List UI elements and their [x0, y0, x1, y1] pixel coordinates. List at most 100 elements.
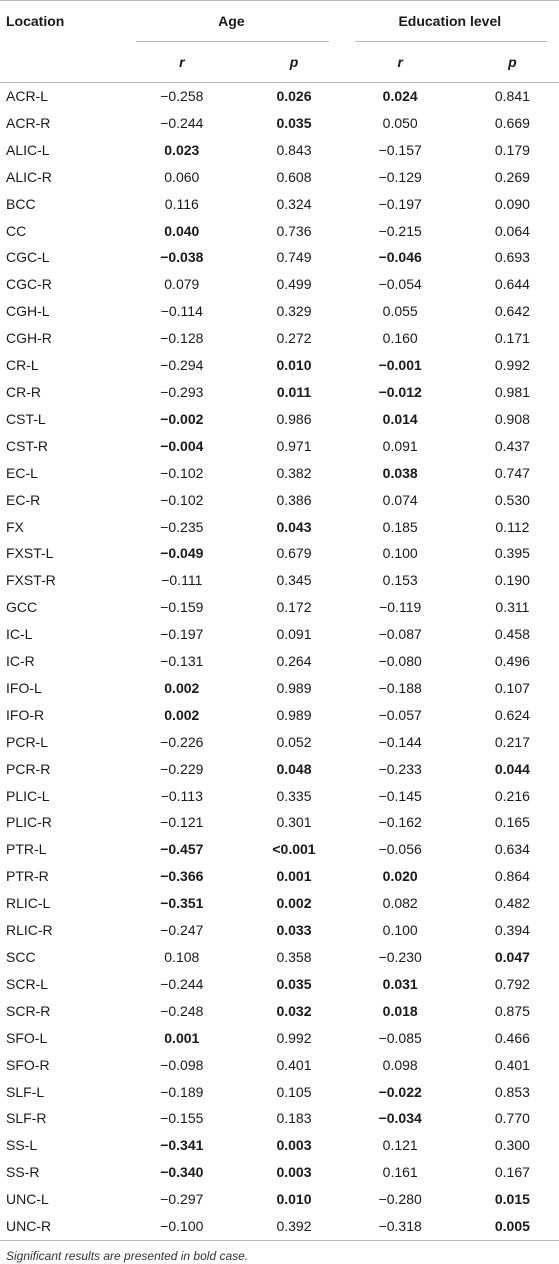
- age-r-cell: −0.229: [160, 760, 204, 777]
- header-education-group: Education level: [340, 0, 559, 42]
- age-p-cell: 0.026: [276, 88, 312, 104]
- age-r-cell: −0.258: [160, 88, 204, 104]
- age-r-cell: 0.116: [164, 195, 199, 212]
- header-row-groups: Location Age Education level: [0, 0, 559, 42]
- location-cell: IFO-L: [6, 679, 42, 696]
- education-r-cell: 0.031: [382, 975, 418, 992]
- location-cell: CST-R: [6, 437, 48, 454]
- table-row: IC-R −0.131 0.264 −0.080 0.496: [0, 648, 559, 675]
- age-p-cell: 0.401: [276, 1056, 312, 1073]
- education-p-cell: 0.165: [494, 814, 530, 831]
- age-r-cell: −0.244: [160, 114, 204, 131]
- education-r-cell: −0.162: [378, 814, 422, 831]
- education-p-cell: 0.624: [494, 706, 530, 723]
- age-p-cell: 0.003: [276, 1164, 312, 1181]
- education-p-cell: 0.482: [494, 895, 530, 912]
- education-p-cell: 0.853: [494, 1083, 530, 1100]
- age-r-cell: −0.248: [160, 1002, 204, 1019]
- age-p-cell: 0.048: [276, 760, 312, 777]
- location-cell: PTR-L: [6, 841, 47, 858]
- table-row: CGC-R 0.079 0.499 −0.054 0.644: [0, 271, 559, 298]
- education-r-cell: −0.119: [379, 599, 422, 616]
- education-p-cell: 0.770: [494, 1110, 530, 1127]
- education-p-cell: 0.864: [494, 868, 530, 885]
- education-r-cell: −0.022: [378, 1083, 422, 1100]
- education-r-cell: −0.046: [378, 249, 422, 266]
- age-r-cell: 0.040: [164, 222, 200, 239]
- header-row-stats: r p r p: [0, 42, 559, 83]
- education-p-cell: 0.395: [494, 545, 530, 562]
- location-cell: EC-L: [6, 464, 38, 481]
- location-cell: PLIC-R: [6, 814, 52, 831]
- education-p-cell: 0.437: [494, 437, 530, 454]
- education-r-cell: −0.188: [378, 679, 422, 696]
- education-p-cell: 0.908: [494, 410, 530, 427]
- table-row: SLF-L −0.189 0.105 −0.022 0.853: [0, 1079, 559, 1106]
- table-row: RLIC-R −0.247 0.033 0.100 0.394: [0, 917, 559, 944]
- table-row: PCR-L −0.226 0.052 −0.144 0.217: [0, 729, 559, 756]
- location-cell: UNC-R: [0, 1213, 123, 1241]
- education-p-cell: 0.792: [494, 975, 530, 992]
- location-cell: SCR-L: [6, 975, 49, 992]
- table-row: ALIC-R 0.060 0.608 −0.129 0.269: [0, 164, 559, 191]
- table-row: SS-R −0.340 0.003 0.161 0.167: [0, 1159, 559, 1186]
- age-r-cell: −0.113: [160, 787, 203, 804]
- age-r-cell: −0.235: [160, 518, 204, 535]
- location-cell: CGH-L: [6, 303, 50, 320]
- table-row: SCR-R −0.248 0.032 0.018 0.875: [0, 998, 559, 1025]
- age-p-cell: 0.986: [276, 410, 312, 427]
- location-cell: EC-R: [6, 491, 41, 508]
- age-p-cell: 0.183: [276, 1110, 312, 1127]
- location-cell: SLF-R: [6, 1110, 47, 1127]
- education-r-cell: 0.100: [382, 922, 418, 939]
- table-row: SS-L −0.341 0.003 0.121 0.300: [0, 1132, 559, 1159]
- location-cell: FXST-L: [6, 545, 54, 562]
- education-r-cell: 0.160: [382, 330, 418, 347]
- age-r-cell: −0.341: [160, 1137, 204, 1154]
- education-r-cell: 0.098: [382, 1056, 418, 1073]
- table-row: SCC 0.108 0.358 −0.230 0.047: [0, 944, 559, 971]
- age-p-cell: 0.329: [276, 303, 312, 320]
- education-r-cell: −0.057: [378, 706, 422, 723]
- age-p-cell: 0.003: [276, 1137, 312, 1154]
- education-p-cell: 0.992: [494, 357, 530, 374]
- location-cell: CGC-L: [6, 249, 50, 266]
- age-r-cell: 0.023: [164, 141, 200, 158]
- table-row: IFO-R 0.002 0.989 −0.057 0.624: [0, 702, 559, 729]
- table-row: FXST-R −0.111 0.345 0.153 0.190: [0, 567, 559, 594]
- education-group-rule: [354, 41, 547, 42]
- table-row: IFO-L 0.002 0.989 −0.188 0.107: [0, 675, 559, 702]
- table-row: EC-R −0.102 0.386 0.074 0.530: [0, 487, 559, 514]
- education-r-cell: −0.056: [378, 841, 422, 858]
- education-r-cell: −0.034: [378, 1110, 422, 1127]
- table-row: SFO-R −0.098 0.401 0.098 0.401: [0, 1052, 559, 1079]
- age-p-cell: 0.335: [276, 787, 312, 804]
- education-p-cell: 0.217: [494, 733, 530, 750]
- age-p-cell: 0.301: [276, 814, 312, 831]
- table-row: PTR-L −0.457 <0.001 −0.056 0.634: [0, 836, 559, 863]
- education-r-cell: 0.121: [382, 1137, 418, 1154]
- education-r-cell: 0.014: [382, 410, 418, 427]
- age-r-cell: 0.002: [164, 706, 200, 723]
- table-row: ACR-R −0.244 0.035 0.050 0.669: [0, 110, 559, 137]
- age-p-cell: 0.499: [276, 276, 312, 293]
- education-r-cell: 0.024: [382, 88, 418, 104]
- education-p-cell: 0.458: [494, 626, 530, 643]
- location-cell: CGC-R: [6, 276, 52, 293]
- age-r-cell: −0.457: [160, 841, 204, 858]
- header-age-p: p: [231, 42, 341, 83]
- education-r-cell: 0.161: [382, 1164, 418, 1181]
- header-location: Location: [0, 0, 123, 42]
- age-r-cell: 0.079: [164, 276, 200, 293]
- education-p-cell: 0.394: [494, 922, 530, 939]
- table-row: PCR-R −0.229 0.048 −0.233 0.044: [0, 756, 559, 783]
- age-p-cell: 0.035: [276, 975, 312, 992]
- table-row: IC-L −0.197 0.091 −0.087 0.458: [0, 621, 559, 648]
- age-p-cell: 0.382: [276, 464, 312, 481]
- education-r-cell: −0.012: [378, 383, 422, 400]
- location-cell: RLIC-L: [6, 895, 51, 912]
- table-row: SLF-R −0.155 0.183 −0.034 0.770: [0, 1105, 559, 1132]
- age-r-cell: 0.108: [164, 949, 200, 965]
- age-r-cell: −0.351: [160, 895, 204, 912]
- age-p-cell: 0.749: [276, 249, 312, 266]
